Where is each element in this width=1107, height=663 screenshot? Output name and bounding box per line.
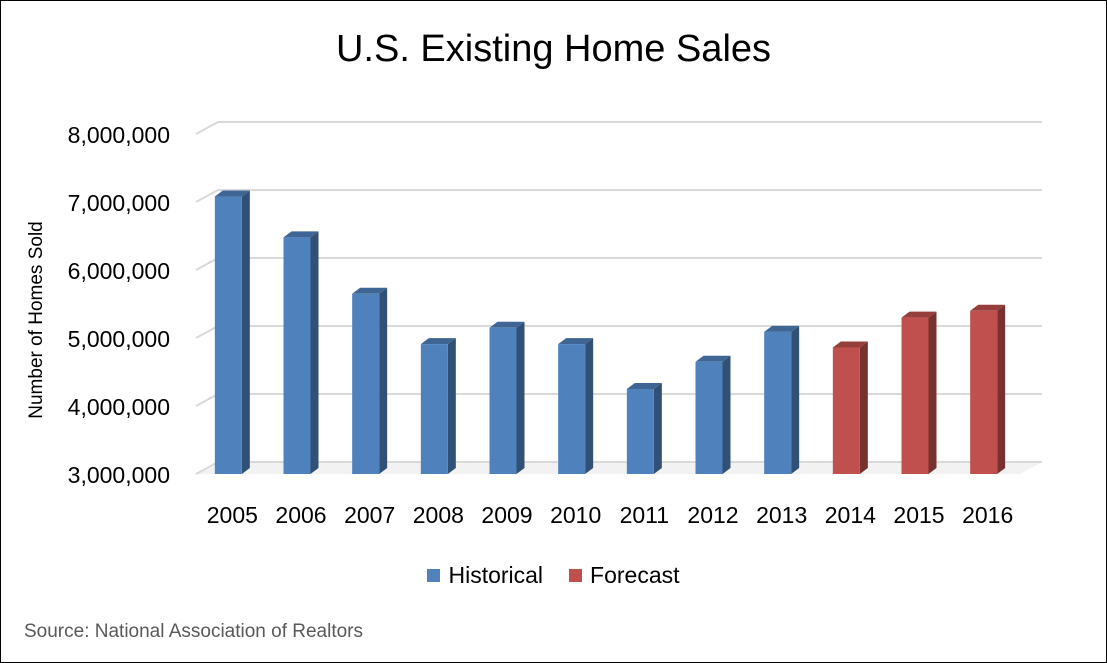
legend-item-forecast: Forecast	[569, 562, 680, 589]
gridline-diagonal	[195, 257, 219, 271]
bar	[352, 293, 380, 474]
x-tick-label: 2016	[962, 502, 1013, 528]
x-tick-label: 2015	[893, 502, 944, 528]
bar-side	[928, 311, 937, 474]
y-tick-label: 4,000,000	[68, 394, 170, 420]
x-tick-label: 2008	[413, 502, 464, 528]
x-tick-label: 2010	[550, 502, 601, 528]
bar-top	[970, 304, 1006, 311]
bar-side	[310, 231, 319, 474]
bar-top	[420, 338, 456, 345]
chart-title: U.S. Existing Home Sales	[335, 28, 772, 70]
gridline-diagonal	[195, 121, 219, 135]
y-tick-label: 7,000,000	[68, 190, 170, 216]
source-note: Source: National Association of Realtors	[24, 621, 364, 642]
x-tick-label: 2007	[344, 502, 395, 528]
y-tick-label: 8,000,000	[68, 122, 170, 148]
y-tick-label: 3,000,000	[68, 462, 170, 488]
gridline-diagonal	[195, 189, 219, 203]
x-tick-label: 2005	[207, 502, 258, 528]
bar	[214, 196, 242, 474]
legend: Historical Forecast	[0, 562, 1107, 589]
bar-top	[214, 190, 250, 197]
bar-top	[352, 287, 388, 294]
gridline-diagonal	[195, 461, 219, 475]
bar-side	[997, 304, 1006, 474]
bar-side	[516, 321, 525, 474]
bar	[901, 317, 929, 474]
bar-side	[859, 341, 868, 474]
x-tick-label: 2011	[620, 502, 669, 528]
gridline-diagonal	[195, 393, 219, 407]
bar	[832, 347, 860, 474]
bar	[970, 310, 998, 474]
legend-item-historical: Historical	[427, 562, 543, 589]
bar-top	[832, 341, 868, 348]
y-tick-label: 5,000,000	[68, 326, 170, 352]
bar-top	[764, 325, 800, 332]
y-tick-label: 6,000,000	[68, 258, 170, 284]
bar	[420, 344, 448, 474]
bar-top	[558, 338, 594, 345]
bar-side	[791, 325, 800, 474]
bar-side	[653, 383, 662, 474]
bar-top	[626, 383, 662, 389]
legend-swatch-forecast	[569, 569, 583, 582]
legend-label-forecast: Forecast	[590, 562, 680, 588]
bar-top	[901, 311, 937, 318]
x-tick-label: 2012	[687, 502, 738, 528]
bar-top	[489, 321, 525, 328]
bar-top	[695, 355, 731, 362]
bar-side	[241, 190, 250, 474]
x-tick-label: 2013	[756, 502, 807, 528]
gridline-diagonal	[195, 325, 219, 339]
bar	[764, 331, 792, 474]
bar-side	[722, 355, 731, 474]
bar-side	[447, 338, 456, 474]
x-tick-label: 2009	[481, 502, 532, 528]
bar	[626, 389, 654, 474]
bar-side	[585, 338, 594, 474]
x-tick-label: 2014	[825, 502, 876, 528]
legend-label-historical: Historical	[448, 562, 544, 588]
plot-floor	[196, 462, 1042, 474]
bar	[558, 344, 586, 474]
bar-side	[379, 287, 388, 474]
x-tick-label: 2006	[275, 502, 326, 528]
legend-swatch-historical	[427, 569, 441, 582]
bar-top	[283, 231, 319, 238]
bar	[695, 361, 723, 474]
bar	[489, 327, 517, 474]
bar	[283, 237, 311, 474]
